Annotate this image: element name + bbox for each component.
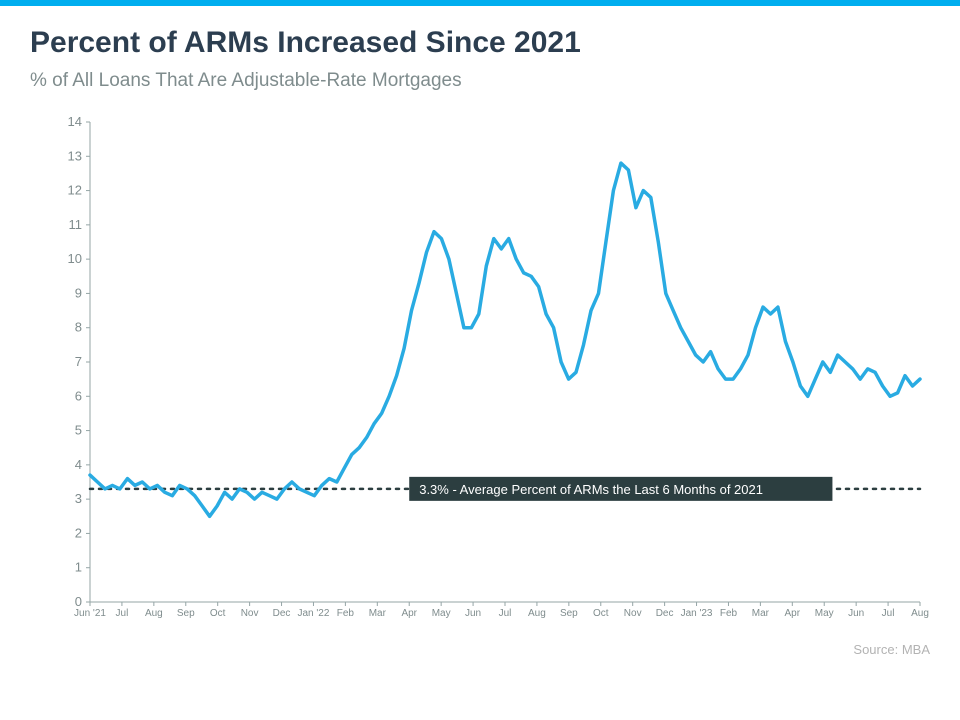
y-tick-label: 5 — [75, 423, 82, 438]
x-tick-label: Jun — [848, 608, 864, 619]
chart-area: 01234567891011121314Jun '21JulAugSepOctN… — [30, 112, 930, 632]
chart-container: Percent of ARMs Increased Since 2021 % o… — [0, 6, 960, 642]
x-tick-label: Feb — [720, 608, 738, 619]
y-tick-label: 4 — [75, 457, 82, 472]
x-tick-label: Sep — [560, 608, 578, 619]
y-tick-label: 0 — [75, 594, 82, 609]
x-tick-label: May — [432, 608, 451, 619]
x-tick-label: Jun — [465, 608, 481, 619]
x-tick-label: Jan '22 — [297, 608, 329, 619]
y-tick-label: 1 — [75, 560, 82, 575]
x-tick-label: Jun '21 — [74, 608, 106, 619]
x-tick-label: Aug — [911, 608, 929, 619]
x-tick-label: Mar — [369, 608, 387, 619]
y-tick-label: 8 — [75, 320, 82, 335]
y-tick-label: 3 — [75, 491, 82, 506]
x-tick-label: Nov — [241, 608, 259, 619]
x-tick-label: May — [815, 608, 834, 619]
x-tick-label: Feb — [337, 608, 355, 619]
chart-title: Percent of ARMs Increased Since 2021 — [30, 26, 930, 60]
x-tick-label: Oct — [593, 608, 609, 619]
x-tick-label: Jul — [116, 608, 129, 619]
x-tick-label: Jan '23 — [681, 608, 713, 619]
y-tick-label: 7 — [75, 354, 82, 369]
x-tick-label: Oct — [210, 608, 226, 619]
x-tick-label: Apr — [785, 608, 801, 619]
y-tick-label: 9 — [75, 285, 82, 300]
y-tick-label: 14 — [68, 114, 82, 129]
x-tick-label: Mar — [752, 608, 770, 619]
x-tick-label: Jul — [882, 608, 895, 619]
chart-subtitle: % of All Loans That Are Adjustable-Rate … — [30, 70, 930, 92]
x-tick-label: Aug — [528, 608, 546, 619]
x-tick-label: Apr — [401, 608, 417, 619]
y-tick-label: 2 — [75, 525, 82, 540]
x-tick-label: Dec — [273, 608, 291, 619]
x-tick-label: Aug — [145, 608, 163, 619]
x-tick-label: Nov — [624, 608, 642, 619]
y-tick-label: 13 — [68, 148, 82, 163]
x-tick-label: Jul — [499, 608, 512, 619]
y-tick-label: 6 — [75, 388, 82, 403]
data-line — [90, 163, 920, 516]
y-tick-label: 11 — [69, 217, 83, 232]
x-tick-label: Dec — [656, 608, 674, 619]
y-tick-label: 10 — [68, 251, 82, 266]
y-tick-label: 12 — [68, 183, 82, 198]
line-chart: 01234567891011121314Jun '21JulAugSepOctN… — [30, 112, 930, 632]
source-attribution: Source: MBA — [0, 642, 960, 657]
annotation-text: 3.3% - Average Percent of ARMs the Last … — [419, 482, 763, 497]
x-tick-label: Sep — [177, 608, 195, 619]
